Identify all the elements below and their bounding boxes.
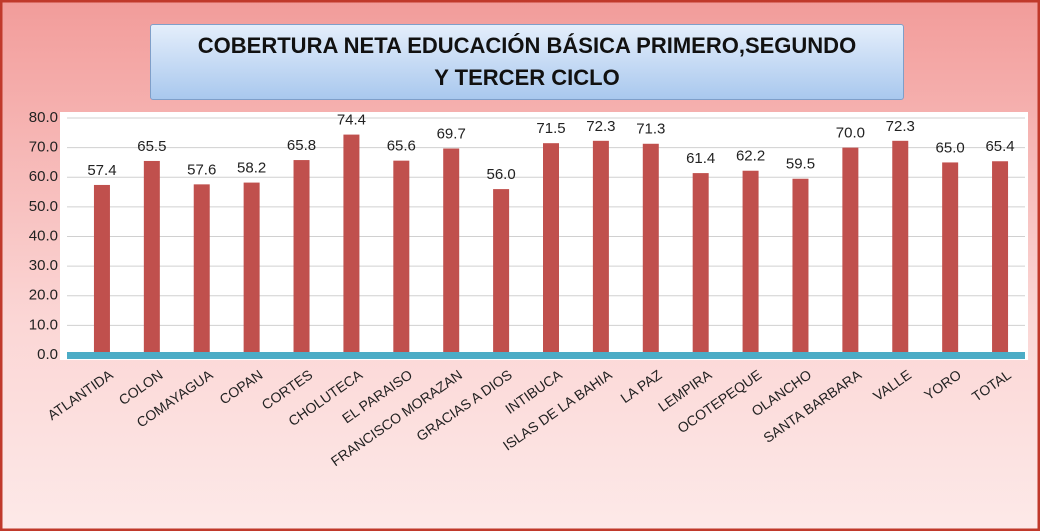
bar — [193, 184, 210, 355]
bar — [892, 140, 909, 355]
data-label: 65.4 — [985, 138, 1014, 155]
data-label: 72.3 — [886, 118, 915, 135]
bar — [692, 173, 709, 355]
data-label: 74.4 — [337, 112, 366, 129]
data-label: 62.2 — [736, 148, 765, 165]
bar — [942, 162, 959, 355]
x-axis — [67, 352, 1025, 359]
bar — [642, 143, 659, 355]
bar — [792, 178, 809, 355]
data-label: 57.6 — [187, 161, 216, 178]
y-tick-label: 40.0 — [29, 227, 58, 244]
data-label: 57.4 — [87, 162, 116, 179]
y-tick-label: 20.0 — [29, 287, 58, 304]
y-tick-label: 80.0 — [29, 109, 58, 126]
bar — [742, 170, 759, 355]
bar — [992, 161, 1009, 355]
data-label: 59.5 — [786, 156, 815, 173]
data-label: 65.5 — [137, 138, 166, 155]
data-label: 58.2 — [237, 160, 266, 177]
bar — [293, 160, 310, 355]
bar — [243, 182, 260, 355]
bar — [443, 148, 460, 355]
y-tick-label: 10.0 — [29, 316, 58, 333]
bar — [143, 160, 160, 355]
data-label: 56.0 — [487, 166, 516, 183]
data-label: 70.0 — [836, 125, 865, 142]
data-label: 65.6 — [387, 138, 416, 155]
bar — [842, 147, 859, 355]
data-label: 72.3 — [586, 118, 615, 135]
data-label: 65.8 — [287, 137, 316, 154]
y-tick-label: 50.0 — [29, 198, 58, 215]
chart-title: COBERTURA NETA EDUCACIÓN BÁSICA PRIMERO,… — [150, 24, 904, 100]
y-tick-label: 0.0 — [37, 346, 58, 363]
data-label: 65.0 — [936, 139, 965, 156]
y-tick-label: 70.0 — [29, 139, 58, 156]
data-label: 69.7 — [437, 125, 466, 142]
data-label: 71.5 — [536, 120, 565, 137]
y-tick-label: 30.0 — [29, 257, 58, 274]
bar — [93, 184, 110, 355]
data-label: 71.3 — [636, 121, 665, 138]
bar — [493, 189, 510, 355]
bar — [543, 143, 559, 355]
bar — [393, 160, 410, 355]
bar — [343, 134, 360, 355]
y-tick-label: 60.0 — [29, 168, 58, 185]
bar — [592, 140, 609, 355]
data-label: 61.4 — [686, 150, 715, 167]
